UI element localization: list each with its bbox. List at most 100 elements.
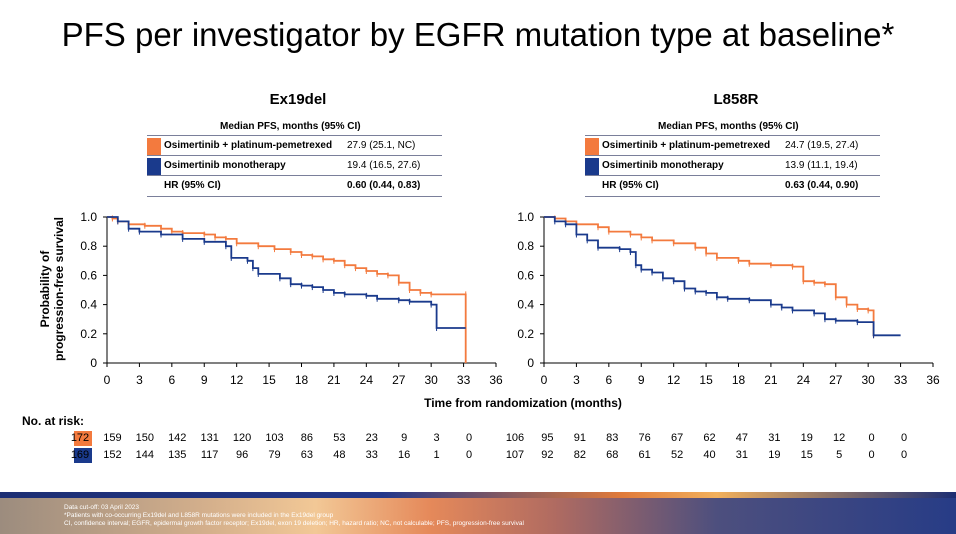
risk-value-combo: 86 [300,432,314,444]
x-tick-label: 30 [861,373,875,387]
risk-value-combo: 19 [800,432,813,444]
x-tick-label: 27 [392,373,406,387]
x-tick-label: 15 [262,373,276,387]
hr-value: 0.63 (0.44, 0.90) [785,180,859,191]
risk-value-mono: 15 [800,449,813,461]
y-tick-label: 0 [527,356,534,370]
risk-value-combo: 0 [900,432,908,444]
footer-data-cutoff: Data cut-off: 03 April 2023 [64,504,140,511]
y-tick-label: 0.8 [80,239,97,253]
km-curve-mono [107,216,466,329]
risk-value-mono: 144 [135,449,154,461]
risk-value-mono: 63 [300,449,314,461]
hr-label: HR (95% CI) [602,180,659,191]
footer-note: *Patients with co-occurring Ex19del and … [64,512,334,519]
median-pfs-header: Median PFS, months (95% CI) [220,121,361,132]
table-row-combo: Osimertinib + platinum-pemetrexed 27.9 (… [147,135,442,156]
x-tick-label: 9 [201,373,208,387]
panel-title-l858r: L858R [713,91,759,108]
median-pfs-table-ex19del: Median PFS, months (95% CI) Osimertinib … [147,118,442,197]
row-label: Osimertinib + platinum-pemetrexed [602,140,771,151]
risk-table-title: No. at risk: [22,414,85,428]
risk-value-combo: 172 [70,432,90,444]
x-tick-label: 0 [541,373,548,387]
combo-swatch [585,138,599,155]
risk-value-mono: 169 [70,449,90,461]
risk-value-mono: 82 [573,449,586,461]
risk-value-combo: 131 [200,432,219,444]
risk-value-mono: 117 [200,449,219,461]
km-curve-mono [544,216,901,337]
row-label: Osimertinib monotherapy [164,160,286,171]
row-value: 27.9 (25.1, NC) [347,140,416,151]
risk-value-mono: 1 [433,449,440,461]
risk-value-combo: 95 [541,432,554,444]
x-tick-label: 0 [104,373,111,387]
risk-value-mono: 0 [900,449,908,461]
risk-value-combo: 150 [135,432,154,444]
x-tick-label: 24 [797,373,811,387]
risk-value-mono: 61 [638,449,651,461]
km-curve-combo [107,216,467,363]
risk-value-combo: 142 [168,432,187,444]
risk-value-combo: 83 [606,432,619,444]
risk-value-mono: 79 [268,449,281,461]
row-value: 24.7 (19.5, 27.4) [785,140,859,151]
risk-value-combo: 103 [265,432,284,444]
y-tick-label: 1.0 [517,210,534,224]
table-row-hr: HR (95% CI) 0.63 (0.44, 0.90) [585,175,880,197]
y-tick-label: 0.2 [517,327,534,341]
footer-banner: Data cut-off: 03 April 2023 *Patients wi… [0,492,956,534]
row-value: 13.9 (11.1, 19.4) [785,160,858,171]
risk-value-mono: 107 [505,449,525,461]
risk-value-mono: 48 [333,449,346,461]
risk-value-combo: 31 [768,432,781,444]
risk-value-combo: 159 [103,432,122,444]
y-tick-label: 0.4 [517,298,534,312]
x-tick-label: 36 [489,373,503,387]
risk-value-mono: 33 [365,449,378,461]
hr-value: 0.60 (0.44, 0.83) [347,180,421,191]
x-tick-label: 3 [136,373,143,387]
y-tick-label: 0.4 [80,298,97,312]
risk-value-combo: 23 [365,432,378,444]
mono-swatch [585,158,599,175]
row-label: Osimertinib monotherapy [602,160,724,171]
table-row-mono: Osimertinib monotherapy 13.9 (11.1, 19.4… [585,155,880,176]
y-tick-label: 1.0 [80,210,97,224]
risk-value-combo: 91 [573,432,586,444]
risk-value-mono: 0 [868,449,875,461]
page-title: PFS per investigator by EGFR mutation ty… [61,16,895,53]
km-curve-combo [544,216,875,337]
risk-value-mono: 0 [465,449,473,461]
risk-value-mono: 16 [398,449,411,461]
median-pfs-header: Median PFS, months (95% CI) [658,121,799,132]
y-tick-label: 0.8 [517,239,534,253]
risk-value-combo: 67 [670,432,684,444]
risk-value-mono: 5 [836,449,843,461]
x-tick-label: 6 [605,373,612,387]
risk-value-mono: 96 [235,449,249,461]
risk-value-combo: 106 [505,432,525,444]
risk-value-combo: 12 [833,432,846,444]
x-tick-label: 24 [360,373,374,387]
risk-value-combo: 120 [232,432,252,444]
risk-value-mono: 68 [606,449,619,461]
risk-value-combo: 47 [735,432,749,444]
risk-value-combo: 3 [433,432,440,444]
risk-value-mono: 52 [670,449,684,461]
risk-value-combo: 53 [333,432,346,444]
y-tick-label: 0 [90,356,97,370]
row-label: Osimertinib + platinum-pemetrexed [164,140,333,151]
x-axis-label: Time from randomization (months) [424,396,622,410]
risk-value-mono: 19 [768,449,781,461]
table-row-mono: Osimertinib monotherapy 19.4 (16.5, 27.6… [147,155,442,176]
median-pfs-table-l858r: Median PFS, months (95% CI) Osimertinib … [585,118,880,197]
risk-value-mono: 152 [103,449,122,461]
y-tick-label: 0.6 [80,268,97,282]
risk-mono-swatch [74,448,92,463]
x-tick-label: 30 [424,373,438,387]
risk-combo-swatch [74,431,92,446]
risk-value-mono: 92 [541,449,554,461]
